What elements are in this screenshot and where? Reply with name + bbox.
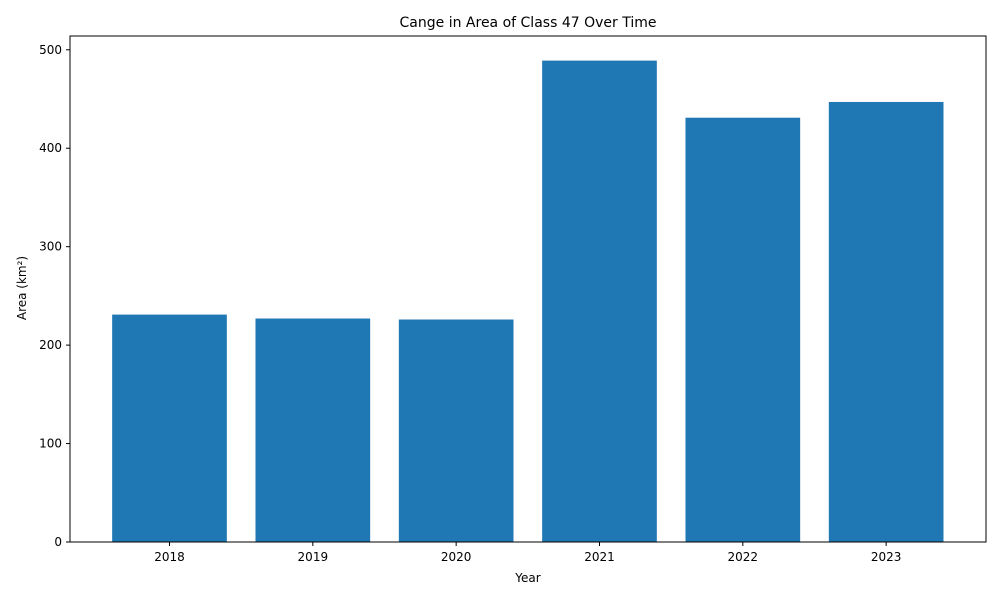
x-tick-label-2019: 2019 xyxy=(298,550,329,564)
y-tick-label-400: 400 xyxy=(39,141,62,155)
x-tick-label-2018: 2018 xyxy=(154,550,185,564)
bar-2020 xyxy=(398,319,514,542)
y-ticks-group: 0 100 200 300 400 500 xyxy=(39,43,70,549)
x-axis-label: Year xyxy=(514,571,540,585)
x-ticks-group: 2018 2019 2020 2021 2022 2023 xyxy=(154,542,901,564)
bar-2018 xyxy=(112,314,227,542)
chart-title: Cange in Area of Class 47 Over Time xyxy=(400,15,657,31)
bar-2019 xyxy=(255,318,371,542)
bars-group xyxy=(112,60,944,543)
y-tick-label-500: 500 xyxy=(39,43,62,57)
x-tick-label-2023: 2023 xyxy=(871,550,902,564)
bar-2023 xyxy=(828,101,944,543)
x-tick-label-2022: 2022 xyxy=(728,550,759,564)
bar-2022 xyxy=(685,117,801,543)
plot-frame xyxy=(69,35,987,543)
x-tick-label-2020: 2020 xyxy=(441,550,472,564)
y-axis-label: Area (km²) xyxy=(15,256,29,320)
x-tick-label-2021: 2021 xyxy=(584,550,615,564)
y-tick-label-100: 100 xyxy=(39,437,62,451)
y-tick-label-200: 200 xyxy=(39,338,62,352)
y-tick-label-0: 0 xyxy=(54,535,62,549)
bar-2021 xyxy=(542,60,657,543)
y-tick-label-300: 300 xyxy=(39,240,62,254)
